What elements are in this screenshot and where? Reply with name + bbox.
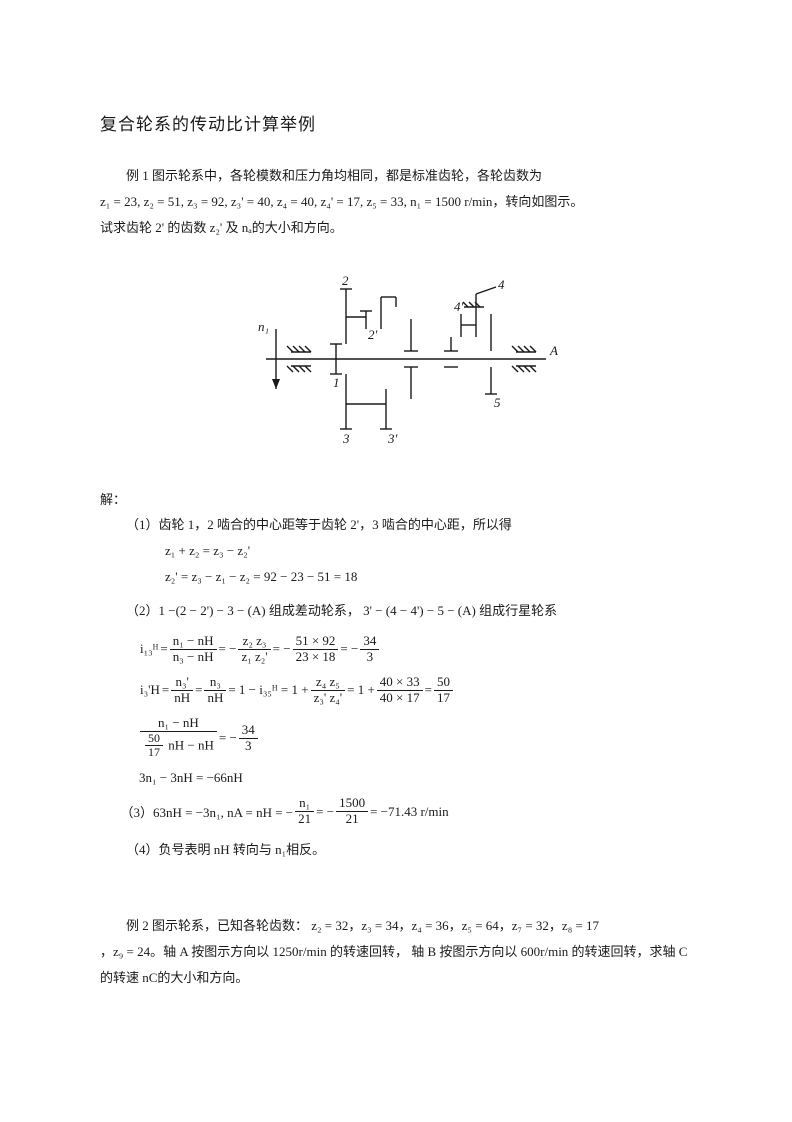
i13-f4d: 3 [360, 650, 379, 665]
i13-f4n: 34 [360, 634, 379, 650]
ex1-given: z₁ = 23, z₂ = 51, z₃ = 92, z₃' = 40, z₄ … [100, 189, 702, 215]
ex1-step4: （4）负号表明 nH 转向与 n₁相反。 [100, 837, 702, 863]
ex1-step1-eq1: z₁ + z₂ = z₃ − z₂' [100, 538, 702, 564]
eq-i3H-lhs: i₃'H [140, 682, 160, 698]
txt-eq3: = − [273, 641, 291, 657]
ex1-step3: （3）63nH = −3n₁, nA = nH = − n₁21 = − 150… [120, 796, 703, 827]
i13-f3n: 51 × 92 [293, 634, 339, 650]
ex1-intro: 例 1 图示轮系中，各轮模数和压力角均相同，都是标准齿轮，各轮齿数为 [100, 163, 702, 189]
txt-sys-eq: = − [219, 730, 237, 746]
i3H-f4n: 40 × 33 [377, 675, 423, 691]
s3-tail: = −71.43 r/min [370, 804, 449, 820]
s3-f2d: 21 [336, 812, 368, 827]
ex2-cont: ，z₉ = 24。轴 A 按图示方向以 1250r/min 的转速回转， 轴 B… [100, 939, 702, 991]
i3H-f1d: nH [171, 691, 193, 706]
label-4p: 4' [454, 299, 464, 314]
label-3p: 3' [387, 431, 398, 446]
label-2p: 2' [368, 327, 378, 342]
page-title: 复合轮系的传动比计算举例 [100, 110, 702, 135]
s3-f2n: 1500 [336, 796, 368, 812]
i13-f2d: z₁ z₂' [238, 650, 270, 665]
s3-f1d: 21 [295, 812, 314, 827]
label-3: 3 [342, 431, 350, 446]
eq-i13-lhs: i₁₃ᴴ [140, 641, 158, 657]
label-n1: n₁ [258, 319, 269, 334]
eq-system: n₁ − nH 50 17 nH − nH = − 343 [139, 716, 702, 761]
solve-label: 解： [100, 489, 702, 508]
sys-botrest: nH − nH [168, 737, 214, 752]
gear-diagram: n₁ A 1 2 2' 3 3' 4 4' 5 [236, 259, 566, 459]
i3H-f5n: 50 [434, 675, 453, 691]
s3-mid: = − [316, 804, 334, 820]
txt-eq: = [160, 641, 167, 657]
sys-topnum: n₁ − nH [140, 716, 217, 732]
i3H-f4d: 40 × 17 [377, 691, 423, 706]
ex1-step2: （2）1 −(2 − 2') − 3 − (A) 组成差动轮系， 3' − (4… [100, 598, 702, 624]
eq-i3H: i₃'H = n₃'nH = n₃nH = 1 − i₃₅ᴴ = 1 + z₄ … [139, 675, 702, 706]
eq-i13: i₁₃ᴴ = n₁ − nHn₃ − nH = − z₂ z₃z₁ z₂' = … [139, 634, 702, 665]
label-2: 2 [342, 273, 349, 288]
ex2-intro: 例 2 图示轮系，已知各轮齿数： z₂ = 32，z₃ = 34，z₄ = 36… [100, 913, 702, 939]
label-1: 1 [333, 375, 340, 390]
i3H-f5d: 17 [434, 691, 453, 706]
txt-eqB: = [195, 682, 202, 698]
eq-simplify: 3n₁ − 3nH = −66nH [139, 770, 702, 786]
label-4: 4 [498, 277, 505, 292]
i3H-f3d: z₃' z₄' [311, 691, 346, 706]
ex1-ask: 试求齿轮 2' 的齿数 z₂' 及 nₐ的大小和方向。 [100, 215, 702, 241]
txt-eqA: = [162, 682, 169, 698]
txt-eq2: = − [219, 641, 237, 657]
txt-mid: = 1 − i₃₅ᴴ = 1 + [228, 682, 308, 698]
i3H-f2d: nH [204, 691, 226, 706]
gear-diagram-container: n₁ A 1 2 2' 3 3' 4 4' 5 [100, 259, 702, 459]
ex1-intro-text: 例 1 图示轮系中，各轮模数和压力角均相同，都是标准齿轮，各轮齿数为 [126, 168, 542, 183]
label-5: 5 [494, 395, 501, 410]
txt-eq4: = − [340, 641, 358, 657]
i13-f1n: n₁ − nH [170, 634, 217, 650]
i3H-f3n: z₄ z₅ [311, 675, 346, 691]
i13-f2n: z₂ z₃ [238, 634, 270, 650]
i13-f3d: 23 × 18 [293, 650, 339, 665]
i3H-f1n: n₃' [171, 675, 193, 691]
txt-eqC: = [425, 682, 432, 698]
i13-f1d: n₃ − nH [170, 650, 217, 665]
sys-rhs-d: 3 [239, 739, 258, 754]
step3-pre: （3）63nH = −3n₁, nA = nH = − [121, 802, 294, 821]
sys-rhs-n: 34 [239, 723, 258, 739]
label-A: A [549, 343, 558, 358]
ex1-step1-eq2: z₂' = z₃ − z₁ − z₂ = 92 − 23 − 51 = 18 [100, 564, 702, 590]
txt-mid2: = 1 + [347, 682, 375, 698]
sys-bn-b: 17 [145, 746, 163, 760]
ex1-step1: （1）齿轮 1，2 啮合的中心距等于齿轮 2'，3 啮合的中心距，所以得 [100, 512, 702, 538]
i3H-f2n: n₃ [204, 675, 226, 691]
s3-f1n: n₁ [295, 796, 314, 812]
sys-bn-a: 50 [145, 732, 163, 747]
